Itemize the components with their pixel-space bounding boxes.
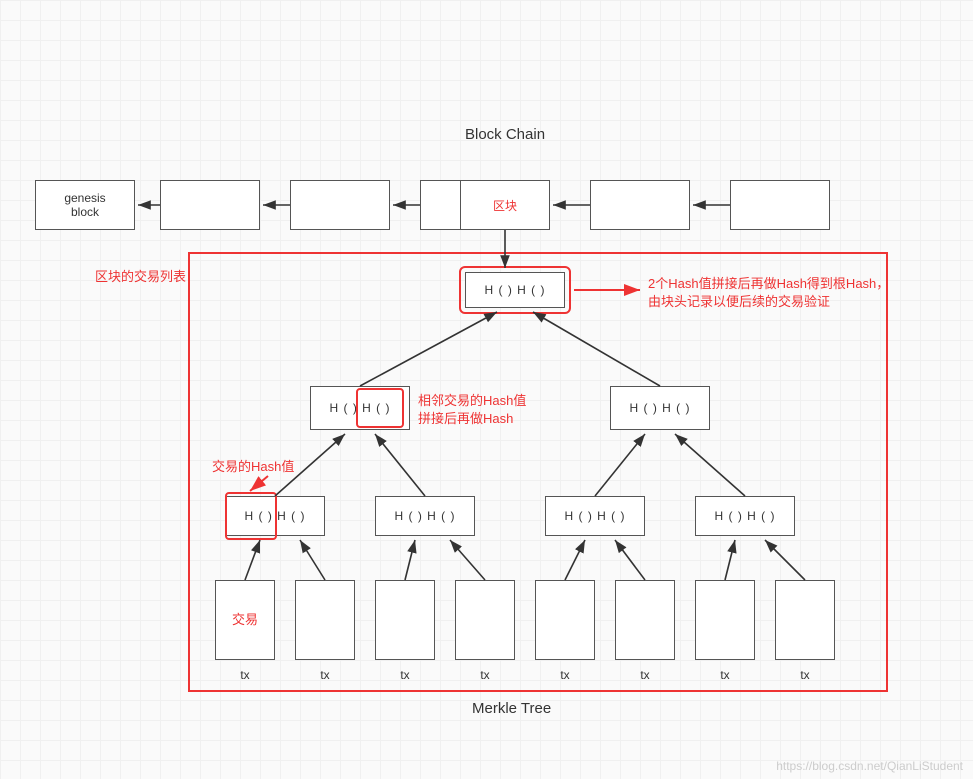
tx-label-5: tx <box>615 668 675 682</box>
tx-box-6 <box>695 580 755 660</box>
chain-block-current: 区块 <box>460 180 550 230</box>
merkle-l3-3: H ( ) H ( ) <box>695 496 795 536</box>
tx-label-1: tx <box>295 668 355 682</box>
tx-label-3: tx <box>455 668 515 682</box>
tx-box-0: 交易 <box>215 580 275 660</box>
tx-first-label: 交易 <box>232 611 258 629</box>
merkle-l3-1: H ( ) H ( ) <box>375 496 475 536</box>
merkle-l2-0: H ( ) H ( ) <box>310 386 410 430</box>
tx-box-4 <box>535 580 595 660</box>
merkle-l2-1: H ( ) H ( ) <box>610 386 710 430</box>
annotation-root-hash-l2: 由块头记录以便后续的交易验证 <box>648 294 830 309</box>
chain-block-6 <box>730 180 830 230</box>
chain-block-2 <box>290 180 390 230</box>
watermark: https://blog.csdn.net/QianLiStudent <box>776 759 963 773</box>
annotation-adj-hash: 相邻交易的Hash值 拼接后再做Hash <box>418 392 526 428</box>
tx-box-1 <box>295 580 355 660</box>
tx-box-2 <box>375 580 435 660</box>
annotation-root-hash-l1: 2个Hash值拼接后再做Hash得到根Hash， <box>648 276 889 291</box>
tx-label-4: tx <box>535 668 595 682</box>
tx-label-7: tx <box>775 668 835 682</box>
tx-box-3 <box>455 580 515 660</box>
merkle-root: H ( ) H ( ) <box>465 272 565 308</box>
tx-box-7 <box>775 580 835 660</box>
tx-label-0: tx <box>215 668 275 682</box>
chain-block-3 <box>420 180 460 230</box>
chain-block-5 <box>590 180 690 230</box>
annotation-adj-hash-l1: 相邻交易的Hash值 <box>418 393 526 408</box>
tx-box-5 <box>615 580 675 660</box>
annotation-tx-hash: 交易的Hash值 <box>212 458 294 476</box>
tx-label-6: tx <box>695 668 755 682</box>
blockchain-title: Block Chain <box>465 126 545 143</box>
arrows-layer <box>0 0 973 779</box>
tx-label-2: tx <box>375 668 435 682</box>
merkle-l3-0: H ( ) H ( ) <box>225 496 325 536</box>
chain-block-1 <box>160 180 260 230</box>
merkle-l3-2: H ( ) H ( ) <box>545 496 645 536</box>
annotation-tx-list: 区块的交易列表 <box>95 268 186 286</box>
annotation-adj-hash-l2: 拼接后再做Hash <box>418 411 513 426</box>
merkle-title: Merkle Tree <box>472 700 551 717</box>
chain-block-genesis: genesis block <box>35 180 135 230</box>
annotation-root-hash: 2个Hash值拼接后再做Hash得到根Hash， 由块头记录以便后续的交易验证 <box>648 275 889 311</box>
